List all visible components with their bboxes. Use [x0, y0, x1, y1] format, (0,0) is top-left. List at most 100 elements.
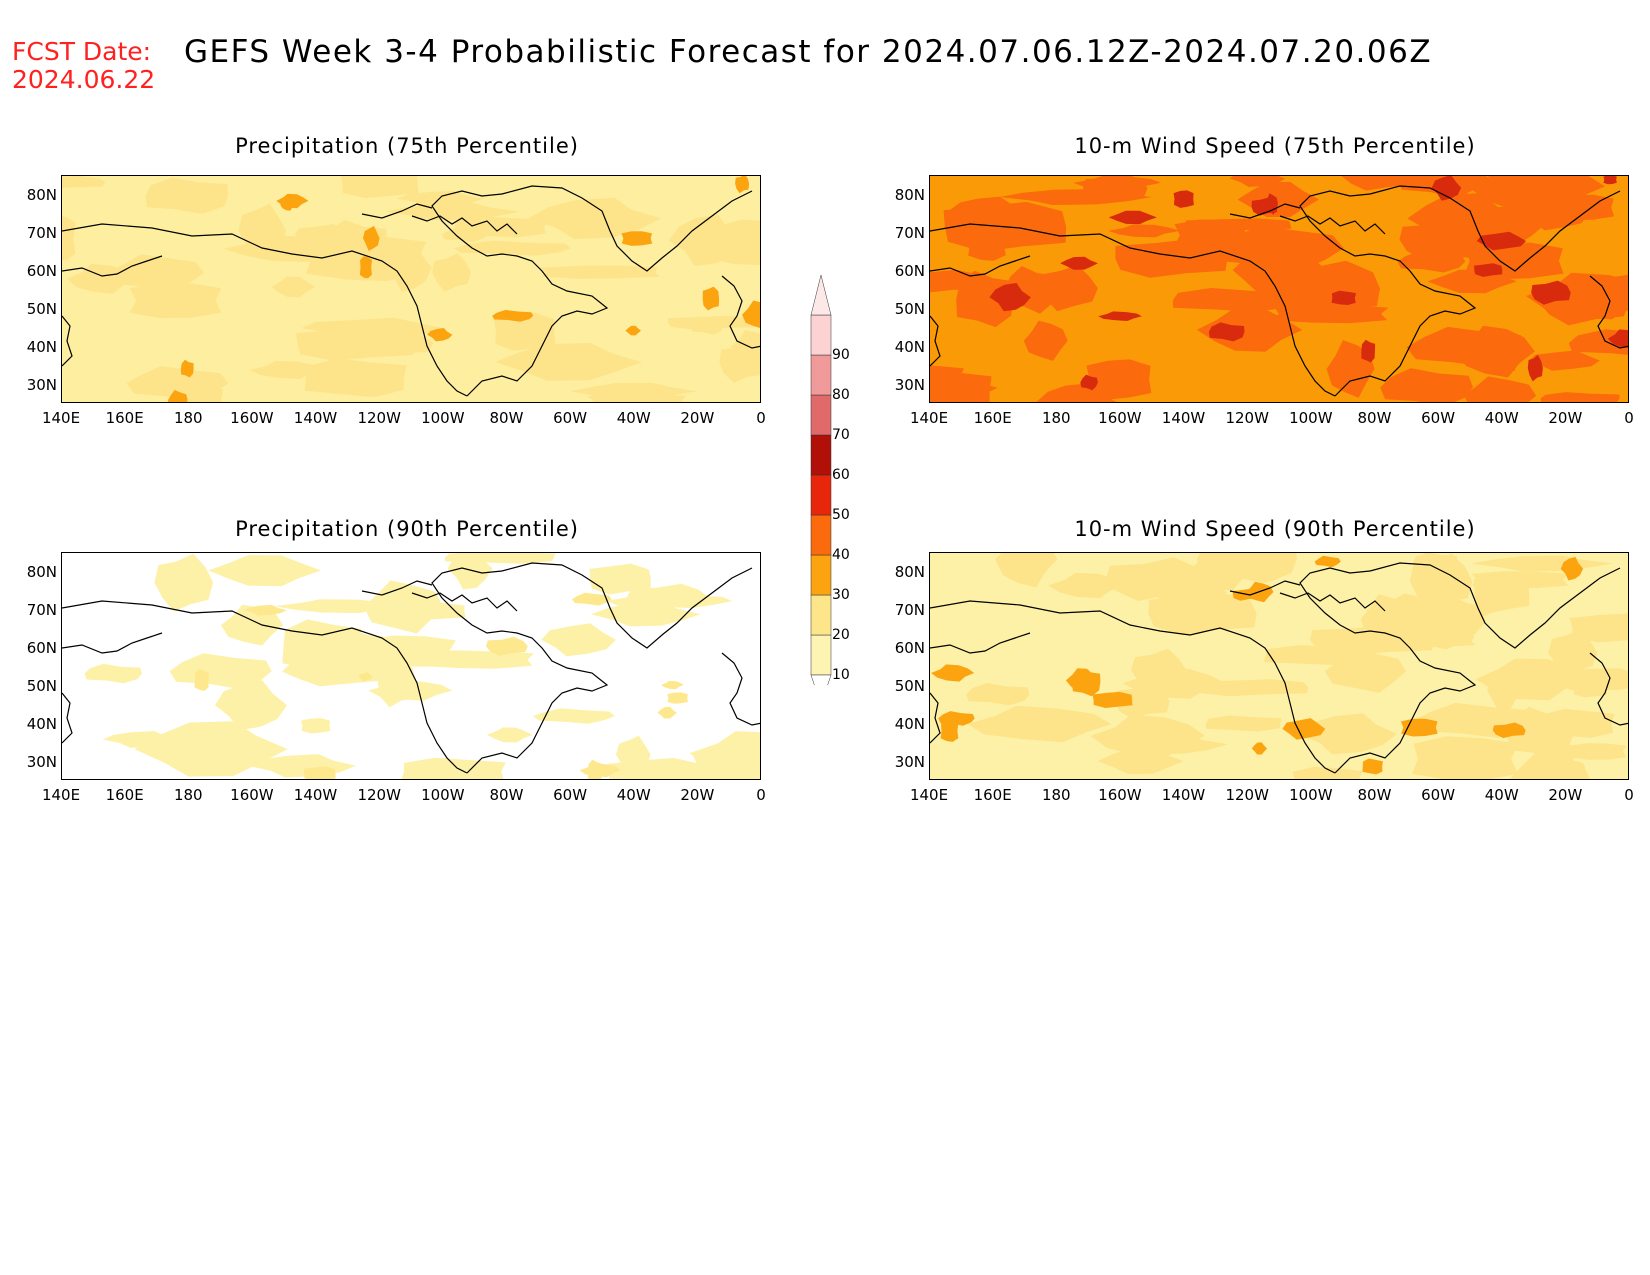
probability-patch — [668, 214, 745, 266]
probability-patch — [1361, 339, 1376, 363]
probability-patch — [363, 225, 380, 251]
colorbar-segment — [810, 554, 832, 596]
lat-tick-label: 40N — [894, 715, 925, 733]
lon-tick-label: 160W — [1098, 786, 1142, 804]
probability-patch — [1603, 176, 1617, 185]
colorbar-segment — [810, 594, 832, 636]
probability-patch — [167, 390, 188, 402]
probability-patch — [401, 757, 506, 779]
probability-patch — [1399, 218, 1473, 261]
lon-tick-label: 160E — [105, 786, 144, 804]
probability-patch — [280, 199, 296, 211]
colorbar-segment — [810, 474, 832, 516]
probability-patch — [1269, 254, 1322, 277]
lon-tick-label: 160E — [973, 786, 1012, 804]
coastline — [930, 632, 1031, 654]
probability-patch — [441, 227, 488, 243]
lat-tick-label: 60N — [26, 639, 57, 657]
lat-tick-label: 60N — [26, 262, 57, 280]
coastline — [431, 190, 609, 397]
probability-patch — [1282, 718, 1326, 740]
lon-tick-label: 140E — [41, 786, 81, 804]
probability-patch — [1380, 368, 1473, 402]
lat-tick-label: 40N — [26, 338, 57, 356]
lon-tick-label: 80W — [489, 409, 524, 427]
probability-patch — [1131, 648, 1187, 692]
probability-patch — [432, 253, 471, 292]
probability-patch — [1548, 629, 1598, 676]
probability-patch — [84, 663, 142, 684]
probability-patch — [1406, 326, 1530, 368]
probability-patch — [1108, 224, 1180, 238]
coastline — [1369, 185, 1621, 272]
colorbar-level-label: 80 — [832, 387, 850, 403]
lon-tick-label: 120W — [1225, 786, 1269, 804]
probability-patch — [569, 382, 697, 400]
probability-patch — [1060, 256, 1098, 270]
probability-patch — [1386, 634, 1476, 647]
map-wind-90 — [929, 552, 1629, 780]
lat-tick-label: 70N — [894, 224, 925, 242]
lon-tick-label: 0 — [756, 786, 766, 804]
colorbar-top-arrow — [810, 275, 832, 316]
lon-tick-label: 160W — [1098, 409, 1142, 427]
lat-tick-label: 30N — [894, 376, 925, 394]
lon-tick-label: 100W — [421, 786, 465, 804]
probability-patch — [1475, 658, 1589, 701]
map-precip-75 — [61, 175, 761, 403]
probability-patch — [1148, 592, 1257, 636]
lat-tick-label: 50N — [894, 677, 925, 695]
lon-tick-label: 80W — [1357, 786, 1392, 804]
probability-patch — [385, 202, 520, 221]
probability-patch — [931, 664, 975, 682]
coastline — [62, 600, 468, 774]
map-wind-75 — [929, 175, 1629, 403]
lat-tick-label: 40N — [894, 338, 925, 356]
probability-patch — [999, 189, 1153, 205]
probability-patch — [359, 256, 372, 279]
probability-patch — [349, 329, 434, 358]
lat-tick-label: 60N — [894, 262, 925, 280]
coastline — [721, 275, 760, 349]
lat-tick-label: 70N — [894, 601, 925, 619]
probability-patch — [1510, 751, 1590, 779]
probability-patch — [1208, 322, 1245, 342]
lat-tick-label: 40N — [26, 715, 57, 733]
coastline — [62, 255, 163, 277]
map-canvas — [62, 176, 760, 402]
coastline — [930, 315, 941, 367]
coastline — [1279, 215, 1386, 235]
probability-patch — [180, 359, 194, 378]
lon-tick-label: 180 — [173, 409, 203, 427]
lon-tick-label: 120W — [357, 409, 401, 427]
probability-patch — [528, 197, 661, 240]
probability-patch — [621, 231, 653, 246]
probability-patch — [702, 286, 720, 311]
lat-tick-label: 80N — [26, 186, 57, 204]
probability-patch — [1401, 718, 1438, 737]
probability-patch — [271, 276, 315, 298]
probability-patch — [493, 312, 556, 351]
probability-patch — [940, 719, 959, 742]
probability-patch — [1474, 263, 1503, 277]
probability-patch — [607, 757, 705, 779]
lon-tick-label: 20W — [680, 409, 715, 427]
probability-patch — [492, 309, 534, 322]
coastline — [62, 692, 73, 744]
lon-tick-label: 20W — [1548, 786, 1583, 804]
probability-patch — [587, 759, 603, 779]
colorbar-segment — [810, 514, 832, 556]
lon-tick-label: 60W — [1421, 786, 1456, 804]
probability-patch — [1263, 645, 1375, 666]
probability-patch — [541, 623, 616, 657]
probability-patch — [102, 731, 182, 748]
probability-patch — [1466, 176, 1605, 215]
colorbar-level-label: 20 — [832, 627, 850, 643]
colorbar-level-label: 40 — [832, 547, 850, 563]
lon-tick-label: 140E — [41, 409, 81, 427]
colorbar-segment — [810, 314, 832, 356]
lon-tick-label: 140E — [909, 409, 949, 427]
lon-tick-label: 160W — [230, 786, 274, 804]
probability-patch — [487, 727, 533, 743]
coastline — [1229, 203, 1301, 219]
